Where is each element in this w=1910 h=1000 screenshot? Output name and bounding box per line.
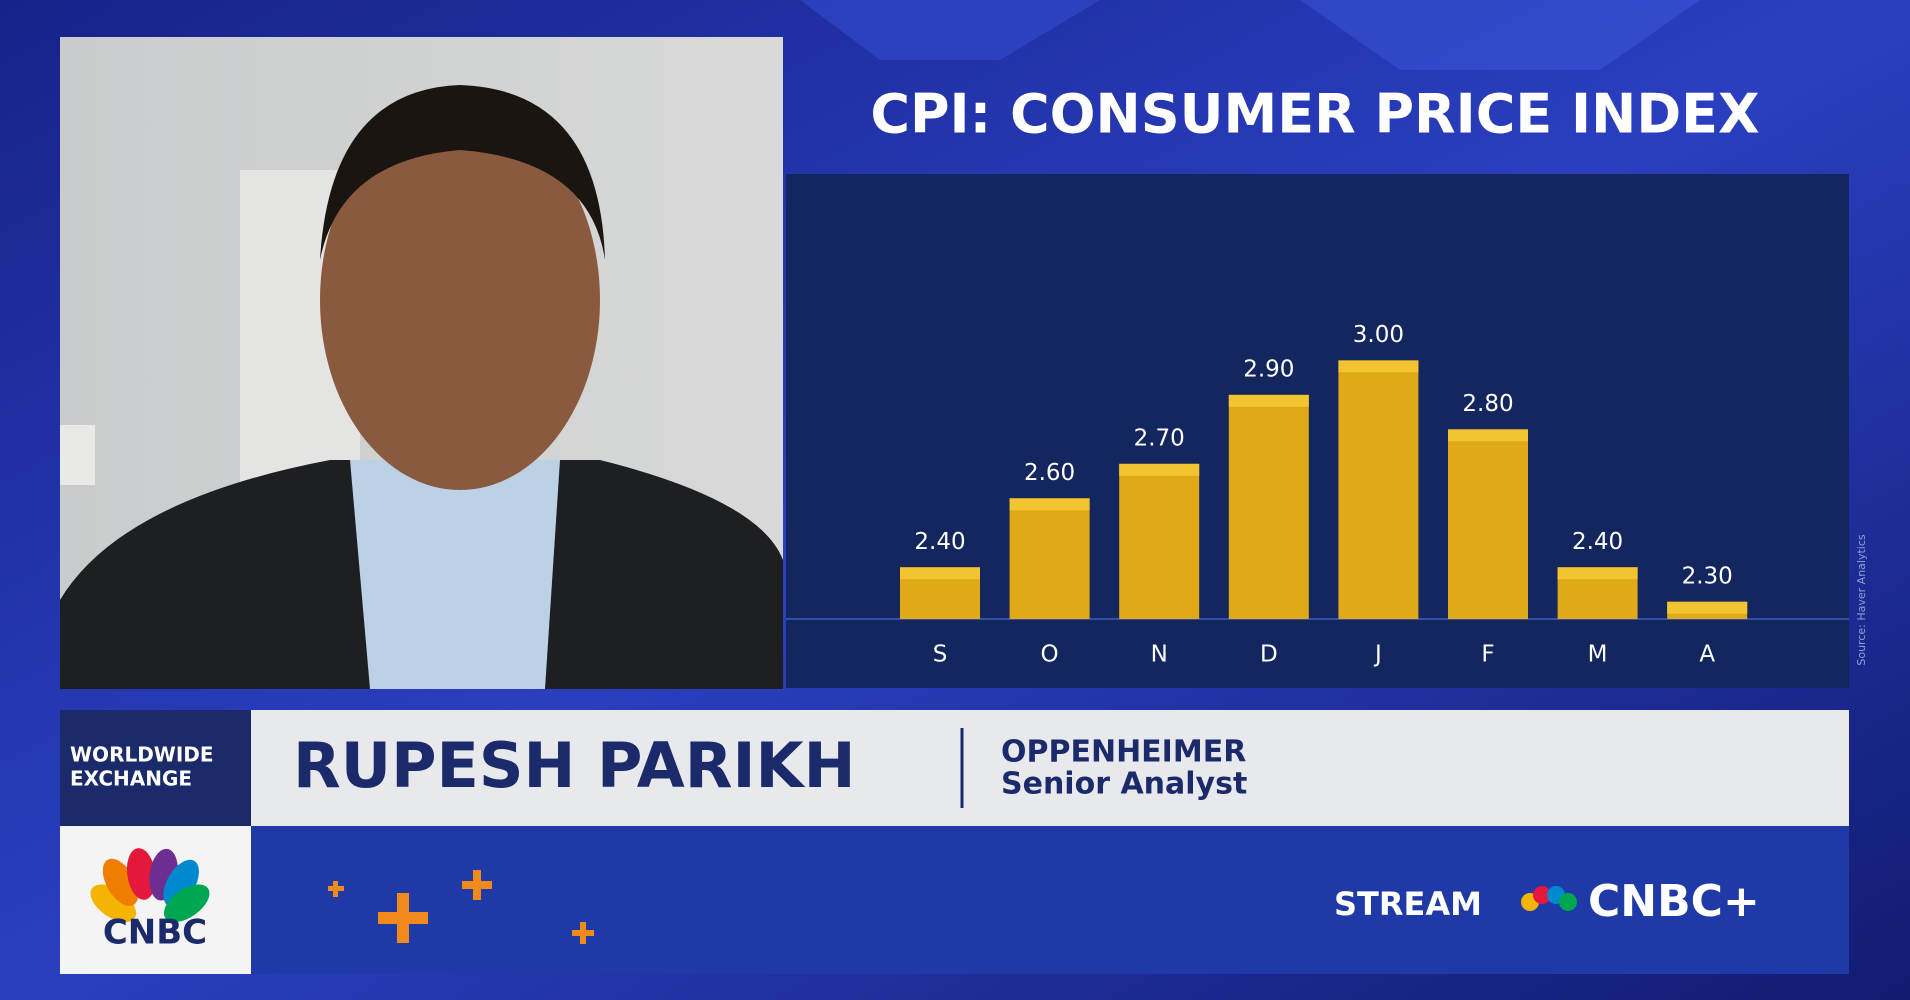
bar-cap [1557,567,1638,580]
video-feed [60,37,783,689]
value-label: 2.90 [1243,356,1294,382]
peacock-small [1521,886,1577,911]
show-box [60,710,251,826]
bar [1448,429,1528,619]
bar-cap [1667,601,1748,614]
name-band [60,710,1849,826]
value-label: 2.80 [1462,391,1513,417]
x-tick-label: F [1481,642,1494,668]
show-name: WORLDWIDE [70,743,214,767]
x-tick-label: J [1373,642,1382,668]
x-tick-label: O [1041,642,1059,668]
value-label: 2.30 [1682,563,1733,589]
bar-cap [1119,463,1200,476]
bar-cap [1448,429,1528,442]
bar-cap [1009,498,1090,511]
chart-title: CPI: CONSUMER PRICE INDEX [870,83,1759,146]
bar [1228,394,1309,619]
logo-box [60,826,251,974]
value-label: 3.00 [1353,322,1404,348]
guest-name: RUPESH PARIKH [293,729,855,802]
bar [1119,463,1200,619]
decor [800,0,1100,60]
guest-company: OPPENHEIMER [1001,735,1246,770]
service-logo: CNBC+ [1588,876,1760,927]
x-tick-label: N [1151,642,1168,668]
promo-label: STREAM [1334,885,1482,923]
source-note: Source: Haver Analytics [1855,534,1868,666]
bottom-bar [60,826,1849,974]
peacock-logo [90,848,210,923]
show-name: EXCHANGE [70,767,192,791]
decor-plus [328,870,594,944]
x-tick-label: S [933,642,948,668]
x-tick-label: D [1260,642,1278,668]
value-label: 2.40 [1572,529,1623,555]
bar [1009,498,1090,619]
decor [1300,0,1700,70]
bar [1338,360,1419,619]
chart: 2.40 S 2.60 O 2.70 N 2.90 D 3.00 J 2.80 F 2.40 M 2.30 A [900,322,1748,668]
x-tick-label: A [1699,642,1715,668]
bar-cap [1228,394,1309,407]
bar-cap [1338,360,1419,373]
network-logo: CNBC [103,913,207,953]
bar-cap [900,567,980,580]
value-label: 2.40 [914,529,965,555]
value-label: 2.60 [1024,460,1075,486]
x-tick-label: M [1588,642,1608,668]
guest-role: Senior Analyst [1001,767,1247,802]
value-label: 2.70 [1134,425,1185,451]
